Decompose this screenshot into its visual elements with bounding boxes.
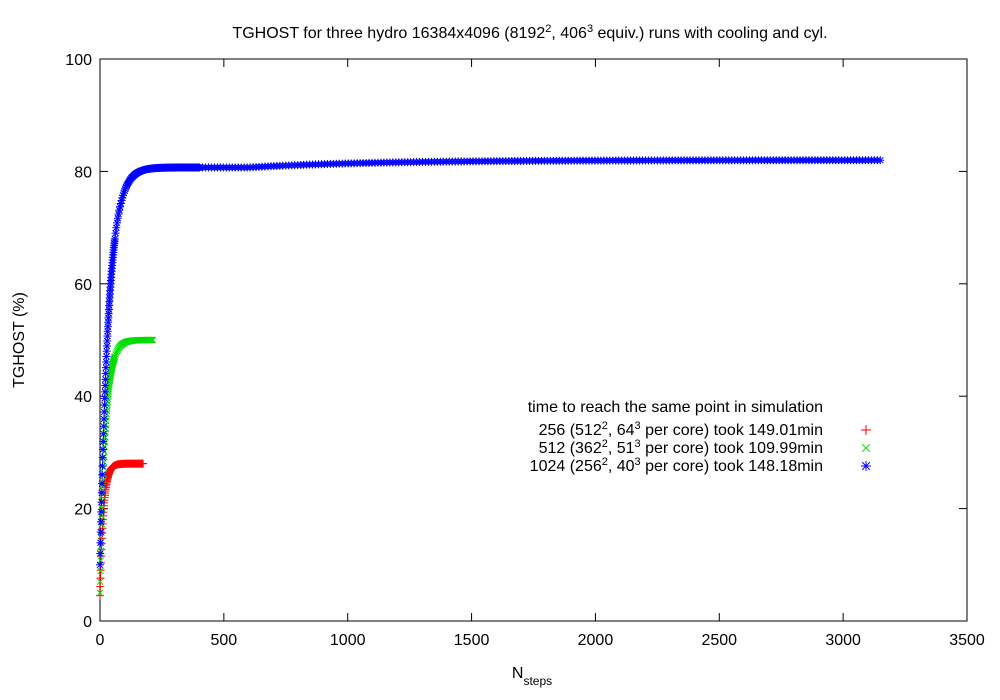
data-point	[99, 437, 108, 446]
legend-marker-1024	[861, 461, 871, 471]
data-point	[96, 538, 105, 547]
data-point	[148, 336, 156, 344]
x-tick-label: 2000	[578, 632, 614, 649]
y-tick-label: 100	[65, 52, 92, 69]
data-point	[97, 567, 104, 575]
y-axis: 0 20 40 60 80 100	[65, 52, 967, 631]
data-point	[99, 476, 107, 484]
x-tick-label: 500	[211, 632, 238, 649]
data-point	[111, 229, 120, 238]
x-tick-label: 1500	[454, 632, 490, 649]
data-point	[98, 470, 107, 479]
legend-marker-256	[861, 425, 871, 435]
legend-heading: time to reach the same point in simulati…	[528, 399, 823, 416]
data-point	[100, 394, 109, 403]
data-point	[97, 498, 106, 507]
data-point	[97, 507, 106, 516]
data-point	[139, 459, 148, 468]
legend-label-512: 512 (3622, 513 per core) took 109.99min	[539, 438, 823, 457]
data-point	[97, 488, 106, 497]
y-axis-label: TGHOST (%)	[11, 292, 28, 388]
y-tick-label: 60	[74, 277, 92, 294]
data-point	[147, 336, 155, 344]
legend-marker-512	[861, 443, 871, 453]
data-point	[113, 214, 122, 223]
plot-frame	[99, 58, 968, 622]
y-tick-label: 0	[83, 614, 92, 631]
x-tick-label: 3500	[949, 632, 985, 649]
data-point	[99, 422, 108, 431]
chart-title: TGHOST for three hydro 16384x4096 (81922…	[232, 23, 827, 42]
x-tick-label: 2500	[701, 632, 737, 649]
data-point	[98, 453, 107, 462]
data-point	[110, 235, 119, 244]
plot-border	[99, 58, 968, 622]
legend-label-256: 256 (5122, 643 per core) took 149.01min	[539, 420, 823, 439]
x-tick-label: 1000	[330, 632, 366, 649]
y-tick-label: 80	[74, 164, 92, 181]
data-point	[147, 336, 154, 344]
data-point	[98, 462, 107, 471]
data-point	[98, 445, 107, 454]
legend-label-1024: 1024 (2562, 403 per core) took 148.18min	[530, 456, 823, 475]
series-512	[96, 336, 157, 597]
y-tick-label: 40	[74, 389, 92, 406]
data-point	[96, 528, 105, 537]
data-point	[96, 517, 105, 526]
data-point	[96, 589, 104, 597]
x-axis-label: Nsteps	[512, 665, 552, 688]
x-tick-label: 0	[96, 632, 105, 649]
data-point	[97, 479, 106, 488]
data-point	[96, 560, 104, 569]
data-point	[149, 336, 157, 344]
data-point	[99, 429, 108, 438]
data-point	[100, 407, 109, 416]
data-point	[112, 351, 119, 358]
legend: time to reach the same point in simulati…	[528, 399, 871, 475]
data-point	[100, 401, 109, 410]
data-point	[146, 336, 154, 344]
y-tick-label: 20	[74, 502, 92, 519]
data-point	[96, 549, 105, 558]
series-1024	[96, 156, 885, 569]
data-point	[111, 353, 119, 360]
data-point	[98, 504, 106, 512]
data-point	[99, 415, 108, 424]
data-series	[96, 156, 885, 600]
data-point	[96, 578, 104, 586]
x-axis: 0 500 1000 1500 2000 2500 3000 3500	[96, 59, 985, 649]
data-point	[96, 582, 105, 591]
data-point	[104, 313, 113, 322]
x-tick-label: 3000	[825, 632, 861, 649]
data-point	[876, 156, 885, 165]
